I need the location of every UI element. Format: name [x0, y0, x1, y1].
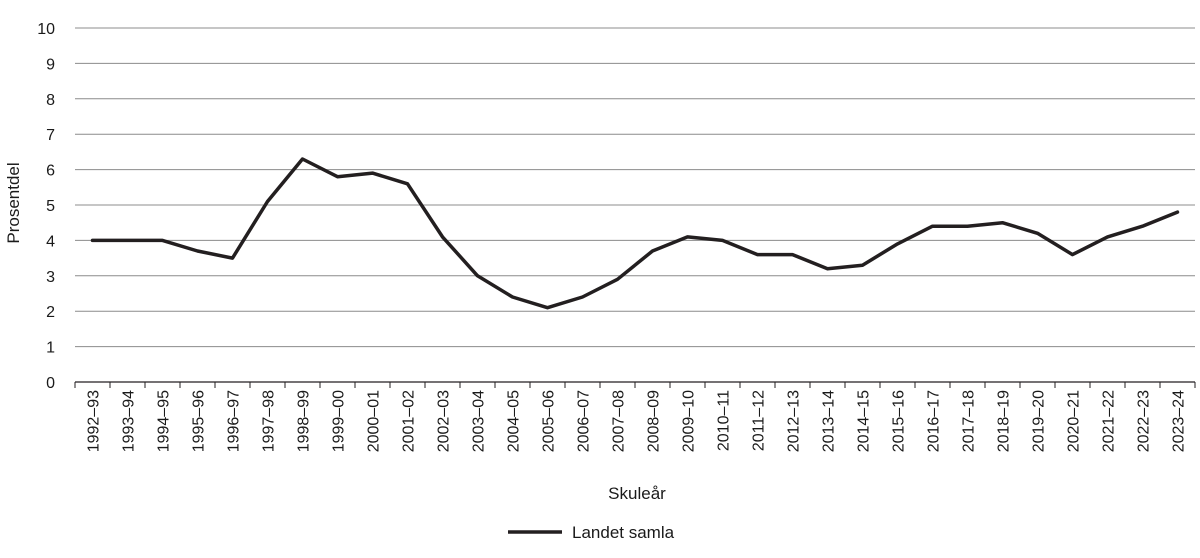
legend: Landet samla [508, 523, 675, 542]
x-tick-label: 2004–05 [506, 390, 523, 452]
x-tick-label: 2006–07 [576, 390, 593, 452]
x-tick-label: 1993–94 [121, 390, 138, 452]
x-axis-label: Skuleår [608, 484, 666, 503]
x-tick-label: 1995–96 [191, 390, 208, 452]
x-tick-label: 2023–24 [1171, 390, 1188, 452]
y-tick-label: 7 [46, 127, 55, 144]
x-tick-label: 2001–02 [401, 390, 418, 452]
x-axis-ticks: 1992–93 1993–94 1994–95 1995–96 1996–97 1997–… [86, 390, 1188, 452]
x-tick-label: 2007–08 [611, 390, 628, 452]
x-tick-label: 1996–97 [226, 390, 243, 452]
y-tick-label: 6 [46, 163, 55, 180]
y-axis-label: Prosentdel [4, 162, 23, 243]
y-tick-label: 4 [46, 233, 55, 250]
y-tick-label: 9 [46, 56, 55, 73]
x-tick-label: 2003–04 [471, 390, 488, 452]
x-tick-label: 2018–19 [996, 390, 1013, 452]
y-tick-label: 2 [46, 304, 55, 321]
x-tick-label: 2008–09 [646, 390, 663, 452]
y-tick-label: 3 [46, 269, 55, 286]
x-tick-label: 1999–00 [331, 390, 348, 452]
x-tick-label: 2011–12 [751, 390, 768, 451]
x-tick-label: 2010–11 [716, 390, 733, 451]
x-tick-label: 2015–16 [891, 390, 908, 452]
series-line [90, 157, 1180, 310]
x-tick-label: 2000–01 [366, 390, 383, 452]
x-tick-label: 1997–98 [261, 390, 278, 452]
y-tick-label: 5 [46, 198, 55, 215]
x-tick-label: 2016–17 [926, 390, 943, 452]
x-tick-label: 1994–95 [156, 390, 173, 452]
y-axis-ticks: 0 1 2 3 4 5 6 7 8 9 10 [37, 21, 55, 392]
x-tick-label: 2005–06 [541, 390, 558, 452]
x-tick-label: 2014–15 [856, 390, 873, 452]
x-tick-label: 2017–18 [961, 390, 978, 452]
gridlines [75, 27, 1195, 348]
y-tick-label: 10 [37, 21, 55, 38]
legend-label: Landet samla [572, 523, 675, 542]
x-tick-label: 2020–21 [1066, 390, 1083, 452]
y-tick-label: 0 [46, 375, 55, 392]
x-tick-label: 2021–22 [1101, 390, 1118, 452]
x-tick-label: 1998–99 [296, 390, 313, 452]
x-tick-label: 2022–23 [1136, 390, 1153, 452]
y-tick-label: 1 [46, 340, 55, 357]
x-axis [74, 381, 1196, 388]
x-tick-label: 2013–14 [821, 390, 838, 452]
x-tick-label: 2009–10 [681, 390, 698, 452]
x-tick-label: 2012–13 [786, 390, 803, 452]
x-tick-label: 1992–93 [86, 390, 103, 452]
x-tick-label: 2002–03 [436, 390, 453, 452]
x-tick-label: 2019–20 [1031, 390, 1048, 452]
y-tick-label: 8 [46, 92, 55, 109]
series-lines [90, 157, 1180, 310]
